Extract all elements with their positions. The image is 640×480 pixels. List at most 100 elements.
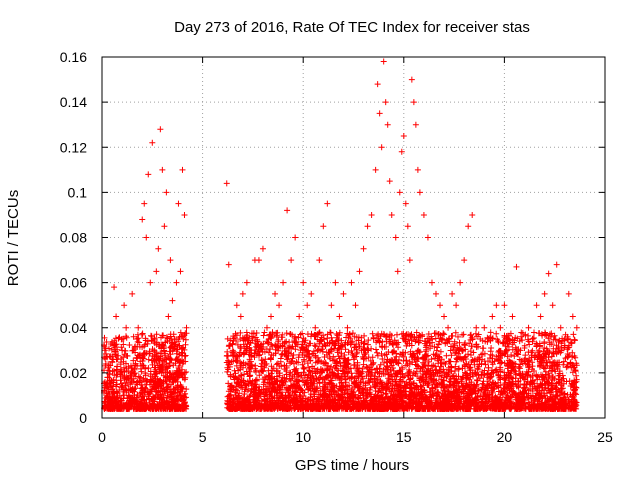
y-tick-label: 0.02 xyxy=(60,365,87,381)
data-point xyxy=(380,58,387,65)
data-point xyxy=(243,279,250,286)
data-point xyxy=(155,245,162,252)
y-tick-label: 0.04 xyxy=(60,320,87,336)
data-point xyxy=(441,313,448,320)
data-point xyxy=(410,99,417,106)
data-point xyxy=(139,216,146,223)
data-point xyxy=(121,302,128,309)
data-point xyxy=(137,374,144,381)
axis-ticks xyxy=(101,56,606,419)
y-tick-label: 0.08 xyxy=(60,230,87,246)
data-point xyxy=(113,313,120,320)
data-point xyxy=(553,261,560,268)
data-point xyxy=(109,358,116,365)
data-point xyxy=(111,284,118,291)
data-point xyxy=(408,76,415,83)
data-point xyxy=(453,302,460,309)
data-point xyxy=(143,234,150,241)
data-point xyxy=(412,121,419,128)
data-point xyxy=(239,290,246,297)
data-point xyxy=(173,279,180,286)
data-points xyxy=(101,58,580,394)
data-point xyxy=(465,223,472,230)
data-point xyxy=(284,207,291,214)
y-tick-label: 0.16 xyxy=(60,49,87,65)
data-point xyxy=(485,336,492,343)
data-point xyxy=(394,268,401,275)
data-point xyxy=(179,166,186,173)
data-point xyxy=(386,178,393,185)
data-point xyxy=(229,347,236,354)
data-point xyxy=(529,336,536,343)
data-point xyxy=(259,245,266,252)
data-point xyxy=(127,381,134,388)
data-point xyxy=(352,302,359,309)
data-point xyxy=(392,234,399,241)
data-point xyxy=(360,245,367,252)
data-point xyxy=(340,290,347,297)
data-point xyxy=(308,290,315,297)
data-point xyxy=(247,358,254,365)
data-point xyxy=(131,365,138,372)
data-point xyxy=(292,234,299,241)
data-point xyxy=(300,279,307,286)
data-density-cloud xyxy=(101,329,580,412)
chart-title: Day 273 of 2016, Rate Of TEC Index for r… xyxy=(174,19,530,36)
data-point xyxy=(364,223,371,230)
x-tick-label: 25 xyxy=(597,429,613,445)
y-tick-label: 0.12 xyxy=(60,139,87,155)
data-point xyxy=(151,347,158,354)
data-point xyxy=(497,324,504,331)
x-tick-labels: 0 5 10 15 20 25 xyxy=(98,429,613,445)
data-point xyxy=(263,324,270,331)
data-point xyxy=(161,223,168,230)
y-tick-label: 0.1 xyxy=(68,184,88,200)
data-point xyxy=(336,313,343,320)
data-point xyxy=(513,263,520,270)
data-point xyxy=(316,257,323,264)
data-point xyxy=(225,261,232,268)
data-point xyxy=(378,144,385,151)
data-point xyxy=(481,324,488,331)
data-point xyxy=(445,324,452,331)
data-point xyxy=(457,279,464,286)
data-point xyxy=(489,313,496,320)
data-point xyxy=(157,126,164,133)
data-point xyxy=(368,211,375,218)
data-point xyxy=(123,324,130,331)
data-point xyxy=(569,313,576,320)
data-point xyxy=(400,132,407,139)
data-point xyxy=(304,302,311,309)
x-tick-label: 5 xyxy=(199,429,207,445)
data-point xyxy=(268,313,275,320)
data-point xyxy=(288,257,295,264)
x-axis-label: GPS time / hours xyxy=(295,457,409,474)
data-point xyxy=(533,302,540,309)
data-point xyxy=(356,268,363,275)
data-point xyxy=(167,257,174,264)
y-tick-labels: 0 0.02 0.04 0.06 0.08 0.1 0.12 0.14 0.16 xyxy=(60,49,87,426)
data-point xyxy=(145,171,152,178)
data-point xyxy=(372,166,379,173)
data-point xyxy=(549,302,556,309)
data-point xyxy=(119,347,126,354)
data-point xyxy=(324,200,331,207)
data-point xyxy=(477,336,484,343)
data-point xyxy=(376,110,383,117)
data-point xyxy=(541,290,548,297)
data-point xyxy=(177,268,184,275)
data-point xyxy=(521,358,528,365)
data-point xyxy=(181,211,188,218)
data-point xyxy=(505,336,512,343)
data-point xyxy=(414,166,421,173)
data-point xyxy=(105,374,112,381)
data-point xyxy=(296,313,303,320)
data-point xyxy=(159,166,166,173)
data-point xyxy=(493,302,500,309)
data-point xyxy=(117,369,124,376)
data-point xyxy=(153,268,160,275)
data-point xyxy=(525,324,532,331)
data-point xyxy=(332,279,339,286)
density-marks xyxy=(101,329,580,412)
